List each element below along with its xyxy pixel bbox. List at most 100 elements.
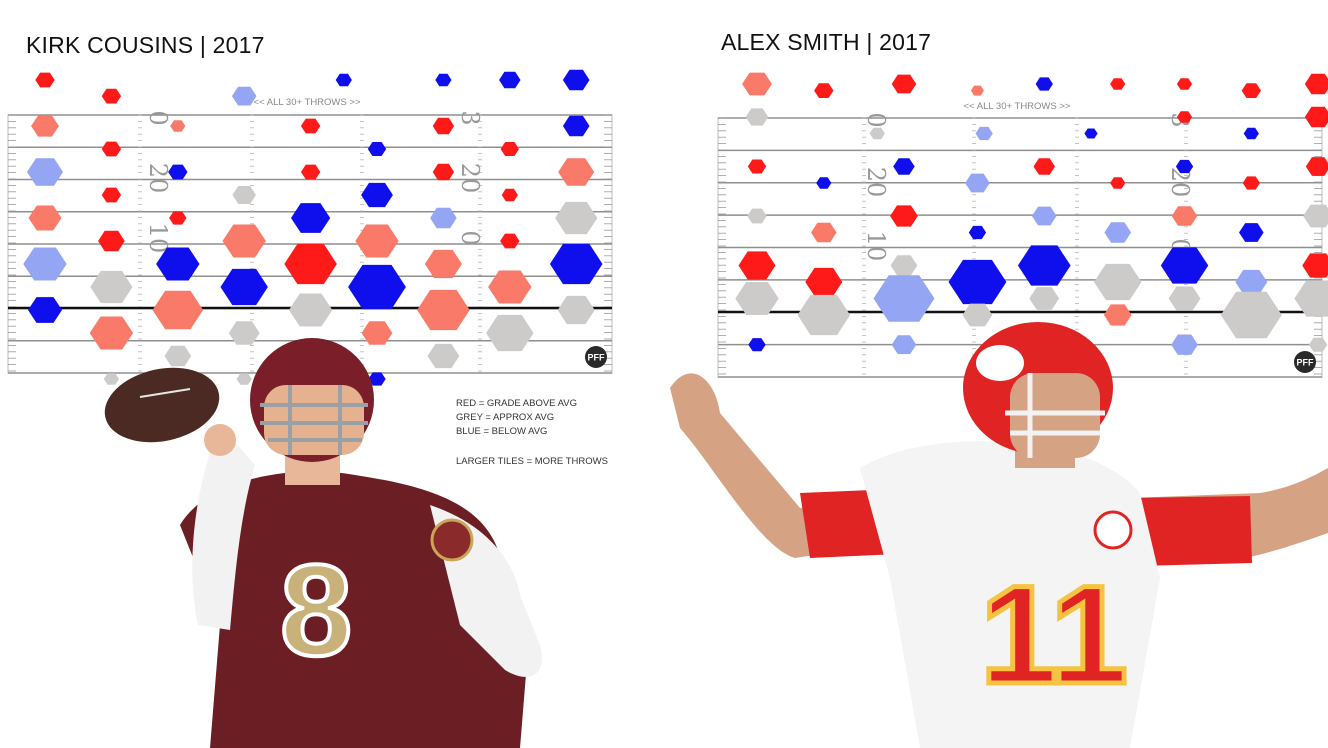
hex-cell <box>891 335 917 355</box>
hex-cell <box>222 224 266 258</box>
hex-cell <box>156 247 200 281</box>
hex-cell <box>747 208 767 224</box>
hex-cell <box>284 243 337 285</box>
hex-cell <box>300 118 321 134</box>
chart-subtitle: << ALL 30+ THROWS >> <box>964 101 1071 112</box>
hex-cell <box>27 158 63 186</box>
hex-cell <box>152 290 204 330</box>
hex-cell <box>747 159 767 174</box>
hex-cell <box>35 72 55 88</box>
hex-cell <box>348 264 406 310</box>
hex-cell <box>1242 176 1260 190</box>
hex-cell <box>28 297 62 323</box>
hex-cell <box>873 275 935 322</box>
hex-cell <box>361 321 393 345</box>
hex-cell <box>164 345 192 367</box>
hex-cell <box>168 164 188 180</box>
hex-cell <box>745 108 769 126</box>
hex-cell <box>432 117 455 135</box>
quarterback-washington-photo: 8 <box>104 338 542 748</box>
hex-cell <box>1033 158 1055 175</box>
hex-cell <box>1084 128 1098 139</box>
hex-cell <box>1171 206 1198 226</box>
hex-cell <box>869 127 885 140</box>
hex-cell <box>797 294 851 336</box>
hex-cell <box>90 270 133 304</box>
hex-cell <box>805 267 843 297</box>
hex-cell <box>430 207 457 229</box>
hex-cell <box>101 88 122 104</box>
hex-cell <box>970 85 984 96</box>
hex-cell <box>1294 280 1328 317</box>
hex-cell <box>103 373 119 385</box>
quarterback-chiefs-photo: 11 <box>670 322 1328 748</box>
field-number: 0 <box>456 230 484 245</box>
color-legend: RED = GRADE ABOVE AVG GREY = APPROX AVG … <box>456 397 608 469</box>
hex-cell <box>98 230 125 252</box>
chart-title: KIRK COUSINS | 2017 <box>26 32 265 58</box>
hex-cell <box>893 158 915 175</box>
hex-cell <box>1029 287 1060 310</box>
hex-cell <box>555 201 598 235</box>
hex-cell <box>432 163 455 181</box>
hex-cell <box>1235 269 1268 295</box>
hex-cell <box>169 211 187 225</box>
hex-cell <box>228 321 260 345</box>
hex-cell <box>361 182 393 208</box>
hex-cell <box>23 247 67 281</box>
hex-cell <box>1302 253 1328 278</box>
hex-cell <box>965 173 990 193</box>
hex-cell <box>811 222 837 243</box>
hex-cell <box>1110 78 1126 90</box>
hex-cell <box>1176 111 1193 123</box>
field-number: 20 <box>456 163 484 194</box>
field-number: 0 <box>862 112 890 127</box>
hex-cell <box>89 316 134 350</box>
hex-cell <box>291 203 331 233</box>
hex-cell <box>1031 206 1057 226</box>
hex-cell <box>236 373 252 385</box>
field-number: 20 <box>144 163 172 194</box>
legend-size: LARGER TILES = MORE THROWS <box>456 456 608 467</box>
hex-cell <box>501 188 518 202</box>
hex-cell <box>814 83 834 98</box>
hex-cell <box>1220 291 1282 339</box>
hex-cell <box>1241 83 1261 98</box>
hex-cell <box>427 343 460 369</box>
hex-cell <box>549 243 603 285</box>
hex-cell <box>562 69 590 91</box>
hex-cell <box>742 72 772 96</box>
hex-cell <box>1175 159 1194 174</box>
hex-cell <box>435 73 452 87</box>
legend-red: RED = GRADE ABOVE AVG <box>456 398 577 409</box>
hex-cell <box>486 314 534 352</box>
hex-cell <box>417 289 470 331</box>
hex-cell <box>1305 157 1328 176</box>
hex-cell <box>101 187 122 203</box>
hex-cell <box>500 142 519 156</box>
hex-cell <box>890 255 918 276</box>
hex-cell <box>816 177 832 189</box>
hex-cell <box>488 270 532 304</box>
hex-cell <box>557 295 595 325</box>
field-number: 3 <box>456 110 484 125</box>
hex-cell <box>738 251 776 280</box>
hex-cell <box>735 282 779 315</box>
hex-cell <box>890 205 918 227</box>
hex-cell <box>1171 334 1198 355</box>
hex-cell <box>368 372 386 386</box>
hex-cell <box>170 120 186 132</box>
pff-badge-label: PFF <box>588 353 606 363</box>
hex-cell <box>1239 223 1264 242</box>
legend-grey: GREY = APPROX AVG <box>456 412 555 423</box>
svg-text:8: 8 <box>280 537 352 683</box>
hex-cell <box>1110 177 1126 189</box>
hex-cell <box>1094 263 1142 301</box>
hex-cell <box>748 338 766 352</box>
field-number: 20 <box>862 167 890 198</box>
hex-cell <box>500 233 520 249</box>
hex-cell <box>968 225 987 240</box>
hex-cell <box>300 164 321 180</box>
chart-title: ALEX SMITH | 2017 <box>721 29 932 55</box>
